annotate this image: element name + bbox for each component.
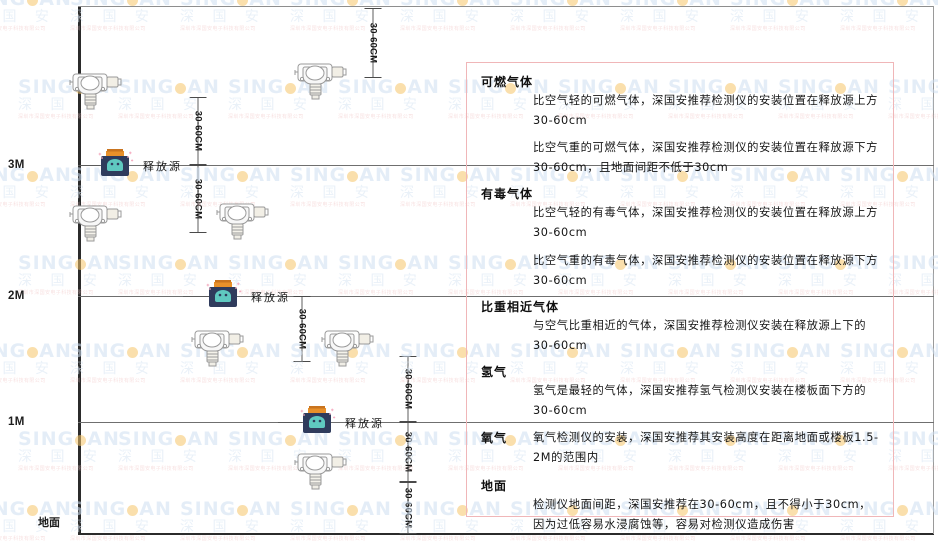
leader-line-1m: [278, 422, 302, 423]
level-label-2m: 2M: [8, 290, 25, 302]
panel-paragraph: 比空气重的可燃气体，深国安推荐检测仪的安装位置在释放源下方30-60cm，且地面…: [533, 141, 879, 175]
panel-paragraph: 检测仪地面间距，深国安推荐在30-60cm，且不得小于30cm，因为过低容易水浸…: [533, 498, 872, 532]
gas-detector-icon: [190, 325, 246, 375]
gas-detector-icon: [68, 200, 124, 250]
vertical-axis: [78, 6, 81, 534]
dimension-label: 30-60CM: [192, 178, 204, 220]
ground-line: [78, 533, 934, 535]
panel-section-title: 可燃气体: [481, 75, 534, 89]
dimension-label: 30-60CM: [367, 22, 379, 64]
diagram-right-edge: [933, 6, 934, 534]
panel-paragraph: 比空气重的有毒气体，深国安推荐检测仪的安装位置在释放源下方30-60cm: [533, 253, 879, 287]
panel-section-ground: 地面检测仪地面间距，深国安推荐在30-60cm，且不得小于30cm，因为过低容易…: [481, 477, 881, 535]
panel-section-title: 地面: [481, 479, 508, 494]
panel-section-toxic: 有毒气体 比空气轻的有毒气体，深国安推荐检测仪的安装位置在释放源上方30-60cm…: [481, 185, 881, 290]
dimension-right-2: 30-60CM: [393, 422, 423, 482]
panel-paragraph: 氢气是最轻的气体，深国安推荐氢气检测仪安装在楼板面下方的30-60cm: [533, 383, 867, 418]
panel-section-title: 氧气: [481, 431, 508, 446]
panel-section-oxygen: 氧气 氧气检测仪的安装，深国安推荐其安装高度在距离地面或楼板1.5-2M的范围内: [481, 428, 881, 475]
panel-paragraph: 氧气检测仪的安装，深国安推荐其安装高度在距离地面或楼板1.5-2M的范围内: [533, 431, 879, 465]
leader-line-3m: [78, 165, 100, 166]
panel-section-body: 检测仪地面间距，深国安推荐在30-60cm，且不得小于30cm，因为过低容易水浸…: [533, 495, 881, 535]
ground-label: 地面: [38, 516, 60, 529]
leader-line-2m: [183, 296, 209, 297]
level-line-1m: [78, 422, 934, 423]
release-source-icon: [300, 403, 340, 445]
dimension-right-1: 30-60CM: [393, 356, 423, 422]
panel-paragraph: 与空气比重相近的气体，深国安推荐检测仪安装在释放源上下的30-60cm: [533, 318, 867, 352]
panel-section-hydrogen: 氢气氢气是最轻的气体，深国安推荐氢气检测仪安装在楼板面下方的30-60cm: [481, 363, 881, 421]
panel-paragraph: 比空气轻的可燃气体，深国安推荐检测仪的安装位置在释放源上方30-60cm: [533, 94, 879, 128]
dimension-label: 30-60CM: [402, 487, 414, 529]
dimension-left-lower: 30-60CM: [183, 165, 213, 233]
level-label-1m: 1M: [8, 416, 25, 428]
gas-detector-icon: [68, 68, 124, 118]
panel-section-body: 比空气轻的可燃气体，深国安推荐检测仪的安装位置在释放源上方30-60cm 比空气重…: [533, 91, 881, 178]
panel-section-flammable: 可燃气体比空气轻的可燃气体，深国安推荐检测仪的安装位置在释放源上方30-60cm…: [481, 73, 881, 178]
level-label-3m: 3M: [8, 159, 25, 171]
dimension-left-upper: 30-60CM: [183, 97, 213, 165]
dimension-middle: 30-60CM: [287, 296, 317, 362]
source-label-3m: 释放源: [143, 160, 182, 173]
panel-section-body: 氢气是最轻的气体，深国安推荐氢气检测仪安装在楼板面下方的30-60cm: [533, 381, 881, 421]
gas-detector-icon: [293, 58, 349, 108]
level-line-2m: [78, 296, 934, 297]
level-line-3m: [78, 165, 934, 166]
dimension-top: 30-60CM: [358, 8, 388, 78]
info-panel: 可燃气体比空气轻的可燃气体，深国安推荐检测仪的安装位置在释放源上方30-60cm…: [466, 62, 894, 531]
panel-section-similar-density: 比重相近气体与空气比重相近的气体，深国安推荐检测仪安装在释放源上下的30-60c…: [481, 298, 881, 356]
panel-section-body: 与空气比重相近的气体，深国安推荐检测仪安装在释放源上下的30-60cm: [533, 316, 881, 356]
source-label-2m: 释放源: [251, 291, 290, 304]
dimension-label: 30-60CM: [192, 110, 204, 152]
dimension-label: 30-60CM: [402, 431, 414, 473]
dimension-label: 30-60CM: [296, 308, 308, 350]
gas-detector-icon: [293, 448, 349, 498]
ceiling-line: [78, 6, 934, 7]
release-source-icon: [98, 146, 138, 188]
panel-paragraph: 比空气轻的有毒气体，深国安推荐检测仪的安装位置在释放源上方30-60cm: [533, 206, 879, 240]
release-source-icon: [206, 277, 246, 319]
gas-detector-icon: [320, 325, 376, 375]
panel-section-title: 比重相近气体: [481, 299, 560, 314]
source-label-1m: 释放源: [345, 417, 384, 430]
panel-section-title: 氢气: [481, 364, 508, 379]
dimension-label: 30-60CM: [402, 368, 414, 410]
dimension-right-3: 30-60CM: [393, 482, 423, 534]
panel-section-body: 比空气轻的有毒气体，深国安推荐检测仪的安装位置在释放源上方30-60cm 比空气重…: [533, 203, 881, 290]
panel-section-body: 氧气检测仪的安装，深国安推荐其安装高度在距离地面或楼板1.5-2M的范围内: [533, 428, 881, 475]
panel-section-title: 有毒气体: [481, 187, 534, 202]
gas-detector-icon: [215, 198, 271, 248]
